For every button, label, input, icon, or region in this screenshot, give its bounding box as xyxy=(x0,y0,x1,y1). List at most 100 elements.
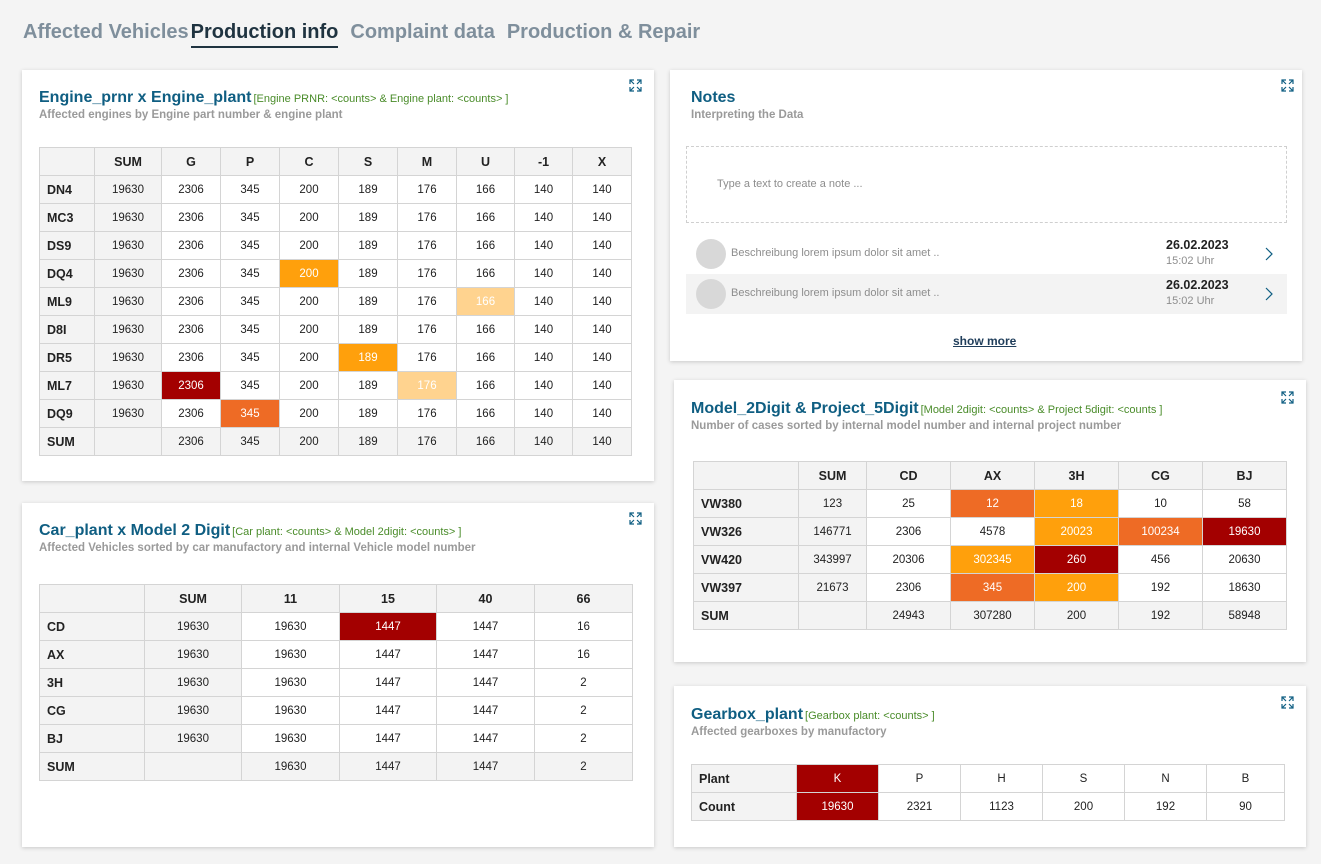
table-cell: 200 xyxy=(1034,573,1119,602)
chevron-right-icon[interactable] xyxy=(1262,246,1276,262)
table-cell: 1447 xyxy=(339,640,437,669)
table-cell: 2306 xyxy=(161,231,221,260)
table-cell: 20630 xyxy=(1202,545,1287,574)
note-input[interactable]: Type a text to create a note ... xyxy=(686,146,1287,223)
table-cell: 19630 xyxy=(241,724,340,753)
table-row: Plant K P H S N B xyxy=(691,764,1285,793)
row-header: SUM xyxy=(39,752,145,781)
expand-icon[interactable] xyxy=(1281,696,1294,709)
row-header: DR5 xyxy=(39,343,95,372)
chevron-right-icon[interactable] xyxy=(1262,286,1276,302)
table-cell: 345 xyxy=(220,231,280,260)
table-cell: 19630 xyxy=(94,315,162,344)
table-cell: K xyxy=(796,764,879,793)
table-cell: 176 xyxy=(397,231,457,260)
model-table: SUM CD AX 3H CG BJ VW380 123 25 12 18 10 58 VW326 1467… xyxy=(693,461,1287,630)
table-cell: 189 xyxy=(338,287,398,316)
table-cell: 19630 xyxy=(241,612,340,641)
row-header: DQ9 xyxy=(39,399,95,428)
table-cell: S xyxy=(1042,764,1125,793)
card-title: Engine_prnr x Engine_plant [Engine PRNR: … xyxy=(39,89,508,107)
column-header: S xyxy=(338,147,398,176)
tab-bar: Affected Vehicles Production info Compla… xyxy=(23,18,712,48)
table-cell: 18 xyxy=(1034,489,1119,518)
table-cell: 19630 xyxy=(144,724,242,753)
table-cell: 19630 xyxy=(94,399,162,428)
table-cell: 200 xyxy=(1042,792,1125,821)
table-cell: 2306 xyxy=(161,371,221,400)
tab-production-info[interactable]: Production info xyxy=(190,18,339,48)
note-time: 15:02 Uhr xyxy=(1166,295,1215,307)
table-cell: 200 xyxy=(279,343,339,372)
show-more-link[interactable]: show more xyxy=(953,334,1017,348)
table-row: ML9 19630 2306 345 200 189 176 166 140 140 xyxy=(39,287,632,316)
table-cell: 19630 xyxy=(241,696,340,725)
table-cell: 24943 xyxy=(866,601,951,630)
table-cell: 19630 xyxy=(94,287,162,316)
table-cell: 189 xyxy=(338,203,398,232)
table-cell xyxy=(798,601,867,630)
tab-affected-vehicles[interactable]: Affected Vehicles xyxy=(23,21,189,43)
table-cell: 19630 xyxy=(1202,517,1287,546)
table-cell: 2306 xyxy=(161,287,221,316)
expand-icon[interactable] xyxy=(1281,391,1294,404)
table-cell: 166 xyxy=(456,315,515,344)
table-cell: 19630 xyxy=(144,696,242,725)
row-header: AX xyxy=(39,640,145,669)
row-header: DQ4 xyxy=(39,259,95,288)
note-item[interactable]: Beschreibung lorem ipsum dolor sit amet … xyxy=(686,234,1287,274)
expand-icon[interactable] xyxy=(1281,79,1294,92)
column-header: SUM xyxy=(144,584,242,613)
column-header: AX xyxy=(950,461,1035,490)
table-cell: 1447 xyxy=(339,696,437,725)
table-row: BJ 19630 19630 1447 1447 2 xyxy=(39,724,633,753)
table-row: DQ4 19630 2306 345 200 189 176 166 140 140 xyxy=(39,259,632,288)
row-header: VW397 xyxy=(693,573,799,602)
table-cell: 456 xyxy=(1118,545,1203,574)
row-header: BJ xyxy=(39,724,145,753)
table-cell: 192 xyxy=(1118,601,1203,630)
expand-icon[interactable] xyxy=(629,512,642,525)
table-cell: 200 xyxy=(279,259,339,288)
table-cell: 140 xyxy=(572,399,632,428)
avatar xyxy=(696,279,726,309)
table-cell: 2306 xyxy=(161,259,221,288)
note-item[interactable]: Beschreibung lorem ipsum dolor sit amet … xyxy=(686,274,1287,314)
row-header: Count xyxy=(691,792,797,821)
table-cell: 140 xyxy=(572,175,632,204)
table-row: VW397 21673 2306 345 200 192 18630 xyxy=(693,573,1287,602)
table-cell xyxy=(144,752,242,781)
tab-complaint-data[interactable]: Complaint data xyxy=(350,21,495,43)
table-cell: 18630 xyxy=(1202,573,1287,602)
table-cell: 140 xyxy=(514,231,573,260)
table-cell: 19630 xyxy=(94,343,162,372)
expand-icon[interactable] xyxy=(629,79,642,92)
column-header: SUM xyxy=(94,147,162,176)
table-cell: 90 xyxy=(1206,792,1285,821)
table-cell: 140 xyxy=(514,371,573,400)
column-header: P xyxy=(220,147,280,176)
model-subtitle: Number of cases sorted by internal model… xyxy=(691,420,1122,432)
table-cell: 12 xyxy=(950,489,1035,518)
table-cell: 16 xyxy=(534,612,633,641)
table-cell: 176 xyxy=(397,203,457,232)
table-cell: 19630 xyxy=(241,640,340,669)
table-cell: 345 xyxy=(220,175,280,204)
gearbox-hint: [Gearbox plant: <counts> ] xyxy=(805,710,935,722)
model-card: Model_2Digit & Project_5Digit [Model 2dig… xyxy=(674,380,1306,662)
table-cell: 16 xyxy=(534,640,633,669)
car-plant-table: SUM 11 15 40 66 CD 19630 19630 1447 1447 16 AX 19630… xyxy=(39,584,633,781)
table-cell: 1447 xyxy=(436,668,535,697)
table-cell: 140 xyxy=(572,371,632,400)
table-row: VW420 343997 20306 302345 260 456 20630 xyxy=(693,545,1287,574)
table-cell: 166 xyxy=(456,399,515,428)
column-header xyxy=(39,584,145,613)
table-cell: 140 xyxy=(514,259,573,288)
table-cell: 176 xyxy=(397,371,457,400)
table-cell: 140 xyxy=(572,259,632,288)
column-header: 11 xyxy=(241,584,340,613)
tab-production-repair[interactable]: Production & Repair xyxy=(506,21,701,43)
column-header: CD xyxy=(866,461,951,490)
row-header: 3H xyxy=(39,668,145,697)
table-cell: 189 xyxy=(338,427,398,456)
